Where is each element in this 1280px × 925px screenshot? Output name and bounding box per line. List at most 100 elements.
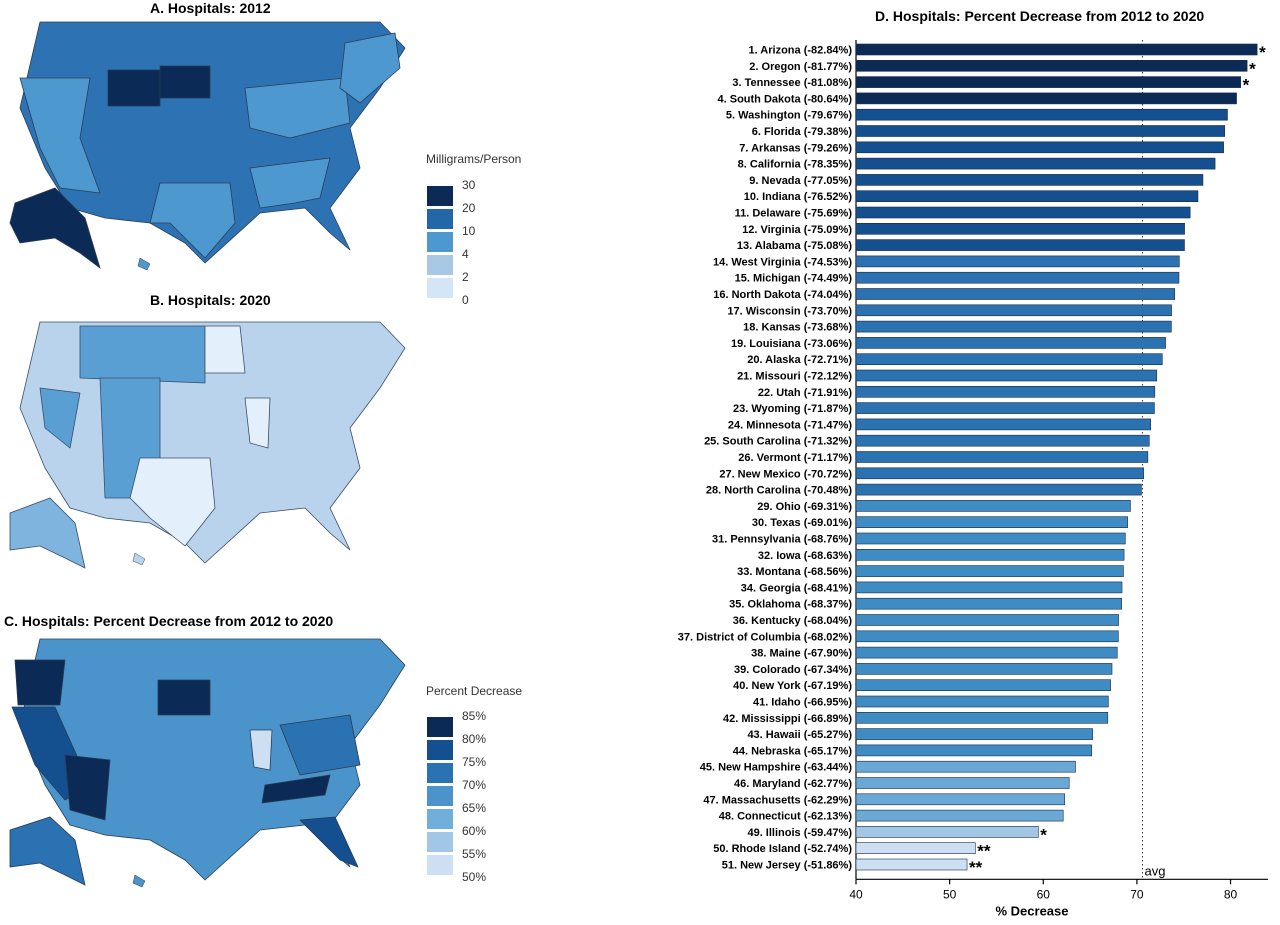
- map-c-alaska: [9, 816, 86, 886]
- bar-category-label: 4. South Dakota (-80.64%): [718, 93, 853, 105]
- map-c-south-dakota: [157, 679, 211, 716]
- map-b-texas: [129, 457, 216, 547]
- map-c-east: [279, 714, 361, 776]
- bar: [855, 271, 1180, 284]
- bar-category-label: 23. Wyoming (-71.87%): [733, 403, 852, 415]
- bar: [855, 597, 1122, 610]
- bar: [855, 157, 1216, 170]
- chart-title: D. Hospitals: Percent Decrease from 2012…: [875, 8, 1205, 24]
- legend-mg-swatch-3: [426, 231, 454, 253]
- map-a-south-east: [249, 157, 331, 209]
- bar-category-label: 38. Maine (-67.90%): [751, 648, 852, 660]
- bar: [855, 695, 1109, 708]
- bar-category-label: 8. California (-78.35%): [738, 159, 853, 171]
- bar: [855, 565, 1124, 577]
- bar: [855, 206, 1191, 219]
- map-a-alaska: [9, 187, 101, 270]
- bar-category-label: 13. Alabama (-75.08%): [737, 240, 852, 252]
- bar-category-label: 28. North Carolina (-70.48%): [706, 485, 852, 497]
- bar-category-label: 39. Colorado (-67.34%): [734, 664, 852, 676]
- bar: [855, 548, 1125, 561]
- map-b-nevada: [39, 387, 81, 449]
- legend-pct-swatch-5: [426, 808, 454, 830]
- legend-pct: 85% 80% 75% 70% 65% 60% 55% 50%: [426, 709, 506, 886]
- bar-category-label: 46. Maryland (-62.77%): [734, 778, 852, 790]
- bar: [855, 500, 1131, 512]
- legend-pct-label: 70%: [462, 778, 487, 792]
- bar-category-label: 24. Minnesota (-71.47%): [728, 419, 852, 431]
- bar-category-label: 48. Connecticut (-62.13%): [719, 811, 853, 823]
- bar-category-label: 30. Texas (-69.01%): [752, 517, 852, 529]
- bar: [855, 320, 1172, 333]
- bar: [855, 125, 1226, 137]
- bar: [855, 532, 1126, 545]
- bar-category-label: 14. West Virginia (-74.53%): [713, 256, 852, 268]
- map-percent-decrease: [9, 638, 406, 888]
- significance-marker: *: [1040, 825, 1047, 844]
- bar-category-label: 37. District of Columbia (-68.02%): [678, 631, 853, 643]
- map-c-tennessee: [261, 774, 331, 804]
- bar: [855, 353, 1163, 366]
- legend-mg-swatch-5: [426, 277, 454, 299]
- legend-mg-label: 2: [462, 270, 469, 284]
- legend-pct-swatch-2: [426, 739, 454, 761]
- bar-category-label: 29. Ohio (-69.31%): [757, 501, 852, 513]
- map-c-florida: [299, 816, 359, 868]
- bar-category-label: 10. Indiana (-76.52%): [744, 191, 853, 203]
- legend-pct-label: 85%: [462, 709, 487, 723]
- legend-mg-title: Milligrams/Person: [426, 152, 522, 166]
- bar-category-label: 7. Arkansas (-79.26%): [739, 142, 852, 154]
- bar-category-label: 43. Hawaii (-65.27%): [747, 729, 852, 741]
- bar: [855, 108, 1228, 121]
- bar: [855, 418, 1151, 431]
- bar: [855, 385, 1156, 398]
- bar: [855, 76, 1241, 88]
- x-axis-label: % Decrease: [996, 903, 1069, 918]
- legend-mg-label: 20: [462, 201, 476, 215]
- bar-category-label: 42. Mississippi (-66.89%): [723, 713, 852, 725]
- bar: [855, 402, 1155, 414]
- bar-category-label: 35. Oklahoma (-68.37%): [729, 599, 852, 611]
- bar-category-label: 49. Illinois (-59.47%): [747, 827, 852, 839]
- bar: [855, 190, 1199, 202]
- bar-category-label: 50. Rhode Island (-52.74%): [713, 843, 852, 855]
- bar-category-label: 36. Kentucky (-68.04%): [733, 615, 853, 627]
- map-2012: [9, 21, 406, 271]
- bar: [855, 467, 1144, 480]
- panel-c-title: C. Hospitals: Percent Decrease from 2012…: [4, 613, 334, 629]
- bar: [855, 809, 1064, 822]
- bar: [855, 337, 1166, 349]
- map-a-south-dakota: [159, 65, 211, 99]
- bar: [855, 239, 1185, 251]
- map-b-north-tier: [79, 325, 206, 384]
- bar: [855, 516, 1128, 529]
- map-a-northeast: [339, 32, 401, 104]
- bar: [855, 744, 1092, 757]
- legend-mg-label: 10: [462, 224, 476, 238]
- bar-category-label: 18. Kansas (-73.68%): [743, 322, 852, 334]
- panel-a-title: A. Hospitals: 2012: [150, 0, 271, 16]
- map-b-alaska: [9, 497, 86, 569]
- bar-category-label: 40. New York (-67.19%): [733, 680, 852, 692]
- map-a-ohio-valley: [244, 77, 351, 139]
- x-tick-label: 60: [1037, 887, 1051, 901]
- legend-pct-swatch-6: [426, 831, 454, 853]
- bar-category-label: 44. Nebraska (-65.17%): [733, 745, 853, 757]
- bar: [855, 711, 1109, 724]
- bar-category-label: 5. Washington (-79.67%): [726, 110, 852, 122]
- bar-chart: avg 1. Arizona (-82.84%) * 2. Oregon (-81.7…: [678, 40, 1268, 918]
- legend-pct-label: 55%: [462, 847, 487, 861]
- average-label: avg: [1145, 863, 1166, 878]
- bar-category-label: 47. Massachusetts (-62.29%): [703, 794, 852, 806]
- bar: [855, 92, 1237, 105]
- bar: [855, 614, 1119, 626]
- bar-category-label: 27. New Mexico (-70.72%): [719, 468, 852, 480]
- map-a-hawaii: [137, 257, 151, 271]
- bar: [855, 141, 1224, 154]
- bar: [855, 630, 1119, 643]
- legend-mg-label: 4: [462, 247, 469, 261]
- legend-pct-swatch-1: [426, 716, 454, 738]
- x-tick-label: 70: [1130, 887, 1144, 901]
- bar: [855, 451, 1149, 463]
- bar-category-label: 19. Louisiana (-73.06%): [731, 338, 852, 350]
